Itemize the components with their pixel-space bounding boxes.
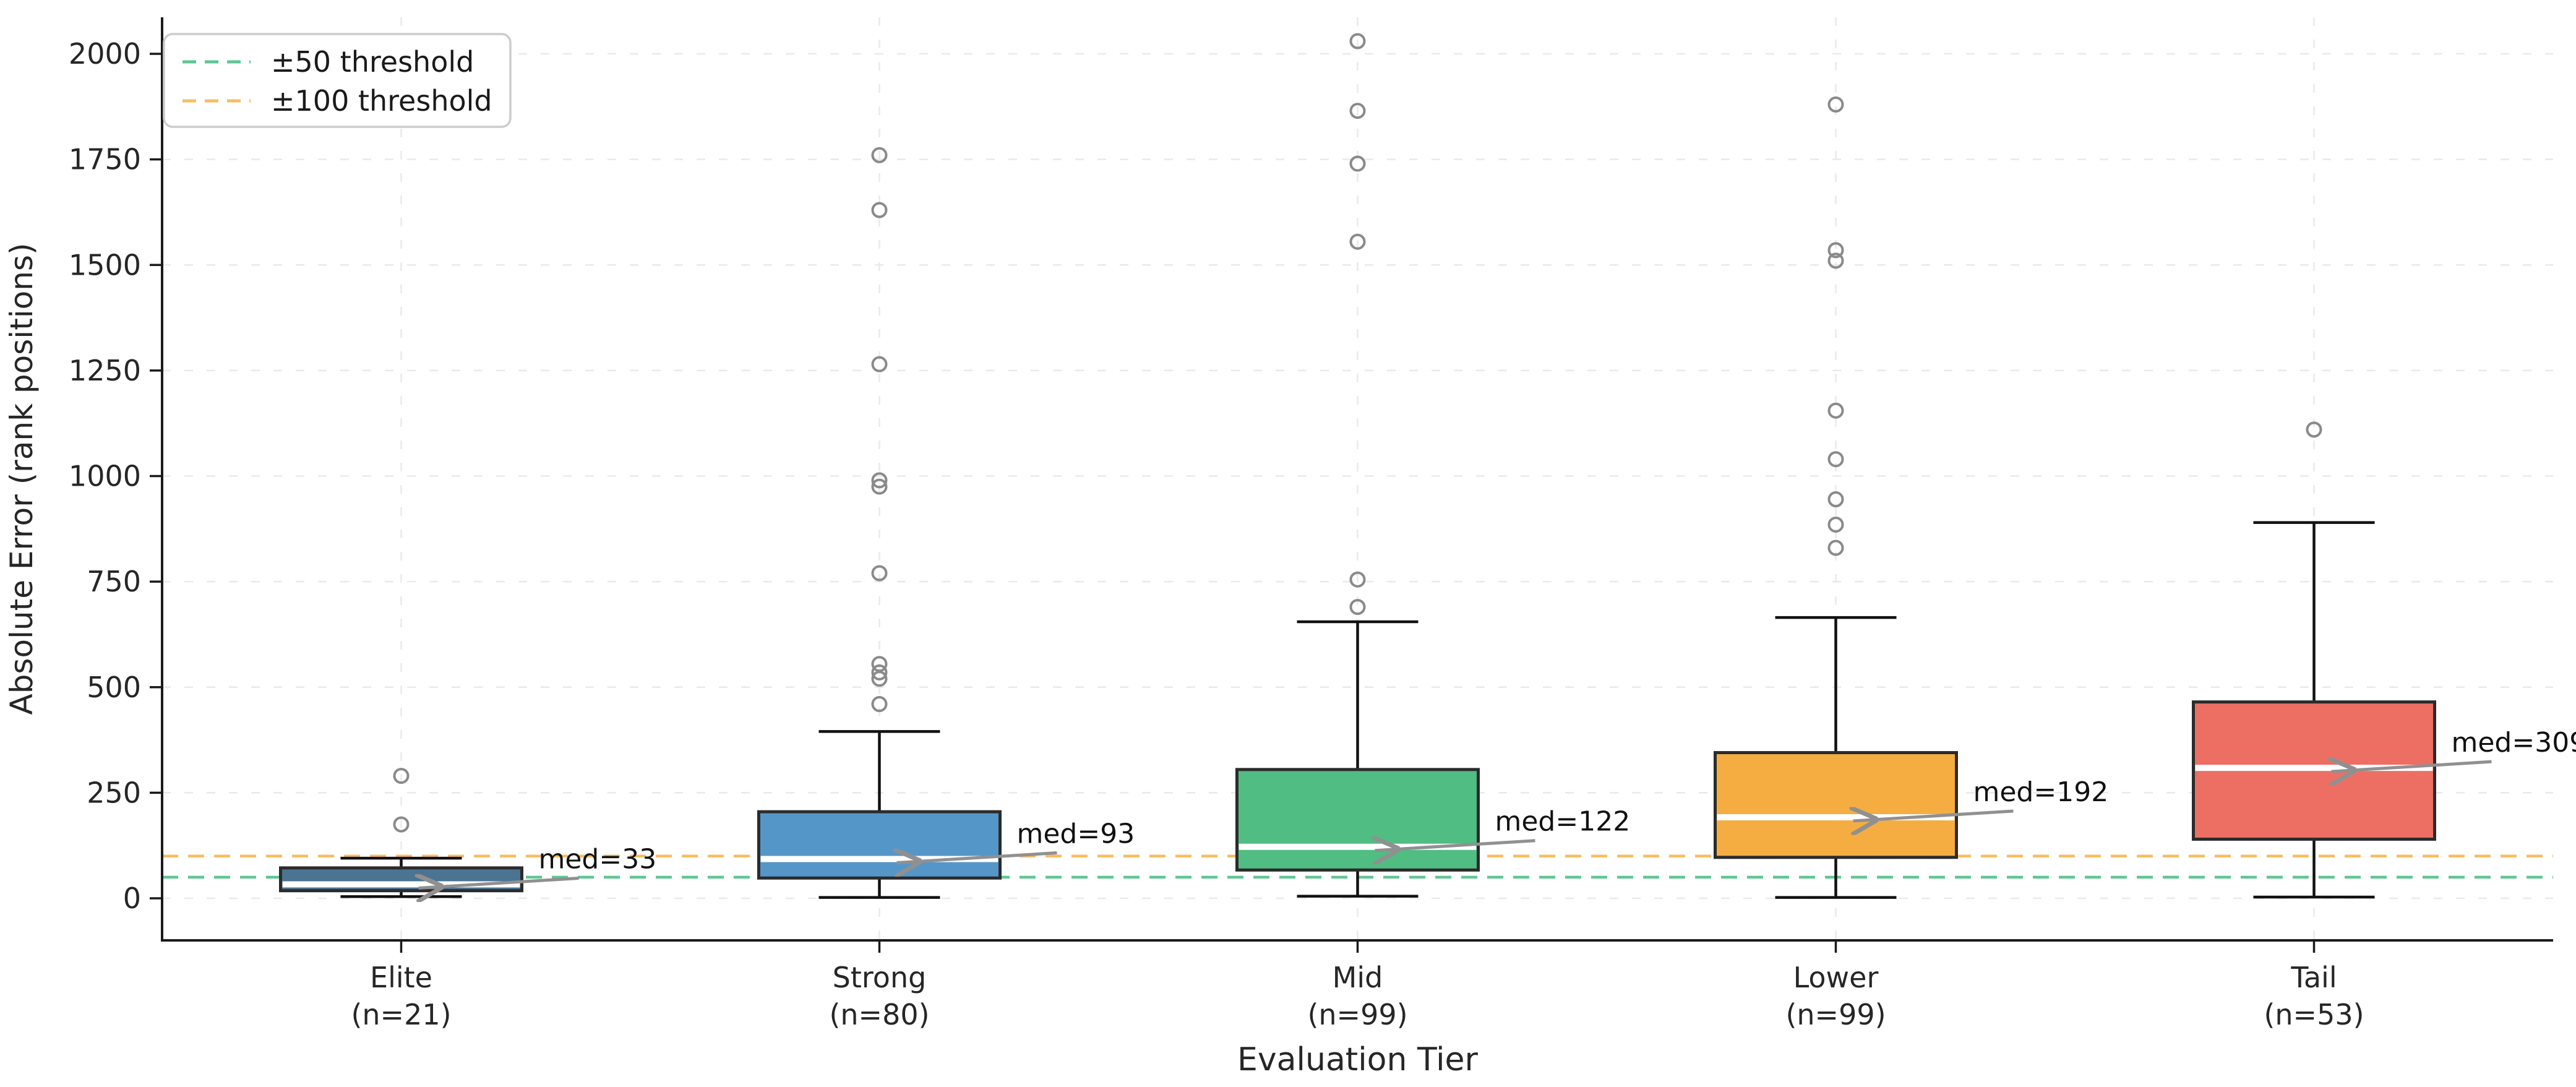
outlier-point [871, 565, 888, 582]
y-tick-label: 500 [87, 671, 141, 704]
x-tick-sublabel-strong: (n=80) [829, 998, 929, 1031]
outlier-point [1349, 155, 1366, 172]
x-tick-sublabel-tail: (n=53) [2264, 998, 2364, 1031]
annotation-arrow [1375, 841, 1535, 851]
y-axis: 0 250 500 750 1000 1250 1500 1750 2000 [69, 37, 162, 915]
outlier-point [1827, 451, 1844, 468]
outlier-point [871, 147, 888, 163]
outlier-point [393, 768, 410, 784]
y-tick-label: 750 [87, 565, 141, 598]
x-tick-sublabel-mid: (n=99) [1307, 998, 1407, 1031]
outlier-point [871, 664, 888, 681]
outlier-point [1827, 516, 1844, 533]
y-tick-label: 0 [123, 882, 141, 915]
annotation-arrow [419, 878, 579, 888]
box-group-mid: med=122 [1235, 33, 1631, 898]
iqr-box-strong [757, 810, 1002, 880]
outlier-point [871, 656, 888, 672]
median-annotation-lower: med=192 [1973, 776, 2109, 808]
y-tick-label: 1250 [69, 354, 141, 387]
x-tick-label-lower: Lower [1793, 961, 1879, 994]
outlier-point [1349, 103, 1366, 119]
outlier-point [871, 478, 888, 495]
x-tick-sublabel-lower: (n=99) [1785, 998, 1886, 1031]
outlier-point [871, 202, 888, 218]
outlier-point [1827, 96, 1844, 113]
outlier-point [1827, 539, 1844, 556]
outlier-point [1827, 402, 1844, 419]
x-tick-label-strong: Strong [833, 961, 927, 994]
y-tick-label: 1750 [69, 143, 141, 176]
median-annotation-elite: med=33 [539, 843, 657, 875]
outlier-point [393, 816, 410, 833]
annotation-arrow [2332, 762, 2492, 771]
y-tick-label: 2000 [69, 37, 141, 71]
outlier-point [871, 696, 888, 713]
outlier-point [1349, 571, 1366, 588]
x-tick-label-mid: Mid [1333, 961, 1383, 994]
outlier-point [871, 356, 888, 372]
annotation-arrow [1853, 811, 2014, 821]
x-axis: Elite (n=21) Strong (n=80) Mid (n=99) Lower (n=… [351, 940, 2364, 1031]
iqr-box-lower [1714, 751, 1958, 859]
box-group-elite: med=33 [279, 768, 657, 896]
x-axis-title: Evaluation Tier [1237, 1041, 1479, 1078]
y-axis-title: Absolute Error (rank positions) [4, 243, 40, 715]
y-tick-label: 1000 [69, 460, 141, 493]
median-annotation-strong: med=93 [1017, 818, 1135, 850]
y-tick-label: 250 [87, 776, 141, 809]
legend: ±50 threshold ±100 threshold [163, 33, 512, 128]
outlier-point [1349, 233, 1366, 250]
median-annotation-mid: med=122 [1495, 806, 1631, 838]
box-group-strong: med=93 [757, 147, 1135, 899]
outlier-point [1349, 33, 1366, 49]
legend-label: ±50 threshold [271, 45, 474, 79]
box-group-lower: med=192 [1714, 96, 2109, 899]
outlier-point [1827, 252, 1844, 269]
y-tick-label: 1500 [69, 248, 141, 281]
outlier-point [1827, 242, 1844, 259]
median-annotation-tail: med=309 [2452, 727, 2576, 758]
outlier-point [871, 472, 888, 489]
outlier-point [1349, 599, 1366, 616]
outlier-point [1827, 491, 1844, 508]
outlier-point [2306, 421, 2322, 438]
legend-label: ±100 threshold [271, 84, 492, 118]
x-tick-label-elite: Elite [370, 961, 432, 994]
annotation-arrow [897, 853, 1057, 863]
x-tick-label-tail: Tail [2290, 961, 2337, 994]
x-tick-sublabel-elite: (n=21) [351, 998, 451, 1031]
box-group-tail: med=309 [2192, 421, 2576, 899]
legend-box [163, 33, 512, 128]
iqr-box-mid [1235, 768, 1480, 872]
